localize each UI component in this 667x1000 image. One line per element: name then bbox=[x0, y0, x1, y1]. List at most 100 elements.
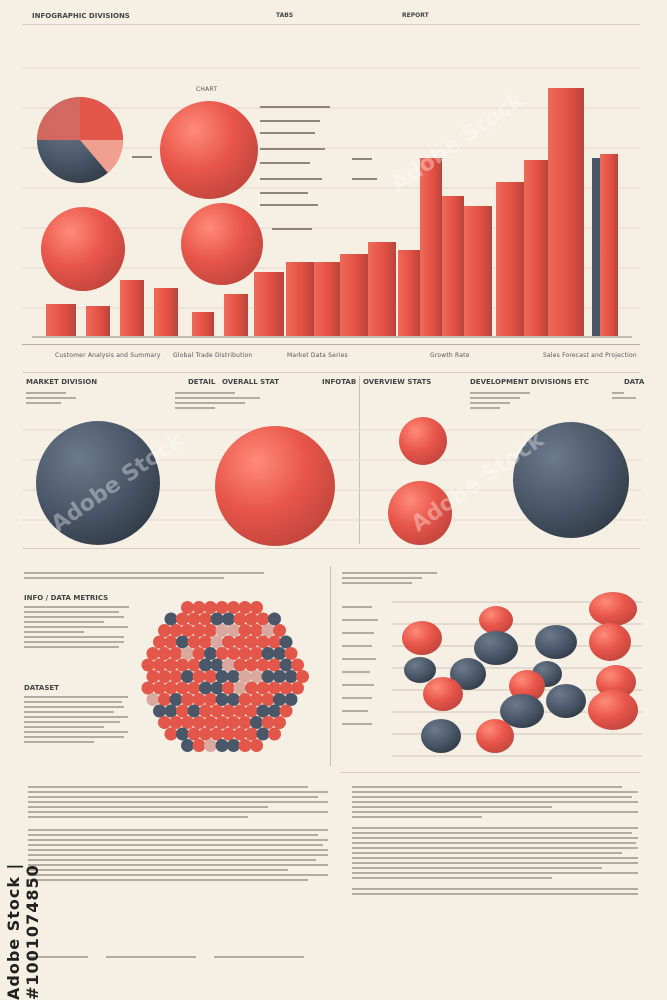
bottom-divider bbox=[340, 772, 640, 773]
lower-left-text-b bbox=[24, 696, 134, 746]
cluster-dot bbox=[245, 727, 258, 741]
cluster-dot bbox=[210, 704, 224, 718]
lower-left-title: INFO / DATA METRICS bbox=[24, 594, 109, 602]
cluster-dot bbox=[204, 670, 217, 683]
bar-group bbox=[46, 88, 618, 336]
cluster-dot bbox=[187, 612, 201, 626]
section-title-detail: DETAIL bbox=[188, 378, 216, 386]
cluster-dot bbox=[227, 647, 240, 660]
cluster-dot bbox=[261, 624, 275, 637]
cluster-dot bbox=[169, 624, 183, 637]
cluster-dot bbox=[261, 693, 275, 706]
cluster-dot bbox=[250, 739, 263, 752]
cluster-dot bbox=[199, 635, 212, 649]
cluster-dot bbox=[146, 647, 160, 660]
bottom-right-text bbox=[352, 786, 640, 898]
cluster-dot bbox=[215, 693, 229, 706]
cluster-dot bbox=[199, 727, 212, 741]
lower-right-top-text bbox=[342, 572, 442, 587]
chart-caption: Customer Analysis and Summary bbox=[55, 352, 161, 359]
cluster-dot bbox=[210, 658, 224, 672]
cluster-dot bbox=[215, 716, 229, 729]
cluster-dot bbox=[279, 681, 293, 695]
lower-right-bubbles bbox=[392, 592, 642, 757]
pie-chart bbox=[37, 97, 124, 183]
cluster-dot bbox=[181, 601, 194, 614]
red-bubble bbox=[41, 207, 125, 291]
cluster-dot bbox=[268, 681, 281, 695]
cluster-dot bbox=[199, 658, 212, 672]
cluster-dot bbox=[176, 658, 189, 672]
cluster-dot bbox=[250, 601, 263, 614]
cluster-dot bbox=[238, 624, 252, 637]
cluster-dot bbox=[222, 658, 235, 672]
section-tag-data: DATA bbox=[624, 378, 645, 386]
cluster-dot bbox=[164, 658, 178, 672]
cluster-dot bbox=[204, 693, 217, 706]
cluster-dot bbox=[158, 647, 171, 660]
cluster-dot bbox=[181, 647, 194, 660]
cluster-dot bbox=[256, 635, 270, 649]
cluster-dot bbox=[261, 716, 275, 729]
top-chart-svg bbox=[22, 67, 640, 338]
cluster-dot bbox=[164, 704, 178, 718]
cluster-dot bbox=[273, 716, 286, 729]
cluster-dot bbox=[164, 635, 178, 649]
cluster-dot bbox=[245, 612, 258, 626]
page-title: INFOGRAPHIC DIVISIONS bbox=[32, 12, 130, 20]
cluster-dot bbox=[187, 681, 201, 695]
cluster-dot bbox=[210, 635, 224, 649]
cluster-dot bbox=[192, 647, 206, 660]
section-divider bbox=[22, 372, 640, 373]
stock-id-watermark: Adobe Stock | #1001074850 bbox=[4, 862, 42, 1000]
cluster-dot bbox=[215, 624, 229, 637]
cluster-dot bbox=[199, 704, 212, 718]
cluster-dot bbox=[238, 647, 252, 660]
header-tag-tabs: TABS bbox=[276, 12, 294, 19]
cluster-dot bbox=[187, 635, 201, 649]
middle-text-left bbox=[26, 392, 81, 407]
cluster-dot bbox=[204, 601, 217, 614]
cluster-dot bbox=[169, 670, 183, 683]
cluster-dot bbox=[279, 635, 293, 649]
cluster-dot bbox=[233, 727, 247, 741]
cluster-dot bbox=[273, 670, 286, 683]
cluster-dot bbox=[238, 716, 252, 729]
cluster-dot bbox=[284, 647, 298, 660]
cluster-dot bbox=[215, 739, 229, 752]
cluster-dot bbox=[222, 612, 235, 626]
cluster-dot bbox=[261, 670, 275, 683]
cluster-dot bbox=[268, 635, 281, 649]
cluster-dot bbox=[222, 635, 235, 649]
section-title-overall: OVERALL STAT bbox=[222, 378, 280, 386]
cluster-dot bbox=[158, 693, 171, 706]
cluster-dot bbox=[192, 624, 206, 637]
section-title-infotab: INFOTAB bbox=[322, 378, 357, 386]
dot-cluster bbox=[141, 601, 309, 752]
cluster-dot bbox=[238, 601, 252, 614]
cluster-dot bbox=[210, 612, 224, 626]
cluster-dot bbox=[210, 727, 224, 741]
chart-caption: Market Data Series bbox=[287, 352, 348, 359]
lower-left-subtitle: DATASET bbox=[24, 684, 59, 692]
cluster-dot bbox=[291, 681, 304, 695]
cluster-dot bbox=[215, 601, 229, 614]
cluster-dot bbox=[279, 704, 293, 718]
bottom-left-footnote bbox=[28, 948, 333, 966]
cluster-dot bbox=[158, 716, 171, 729]
cluster-dot bbox=[284, 693, 298, 706]
cluster-dot bbox=[233, 681, 247, 695]
section-divider bbox=[22, 344, 640, 345]
cluster-dot bbox=[238, 739, 252, 752]
cluster-dot bbox=[227, 624, 240, 637]
cluster-dot bbox=[192, 601, 206, 614]
cluster-dot bbox=[181, 739, 194, 752]
cluster-dot bbox=[222, 704, 235, 718]
cluster-dot bbox=[245, 635, 258, 649]
cluster-dot bbox=[164, 681, 178, 695]
middle-text-far-right bbox=[612, 392, 642, 402]
cluster-dot bbox=[192, 739, 206, 752]
cluster-dot bbox=[164, 727, 178, 741]
cluster-dot bbox=[164, 612, 178, 626]
cluster-dot bbox=[141, 658, 155, 672]
